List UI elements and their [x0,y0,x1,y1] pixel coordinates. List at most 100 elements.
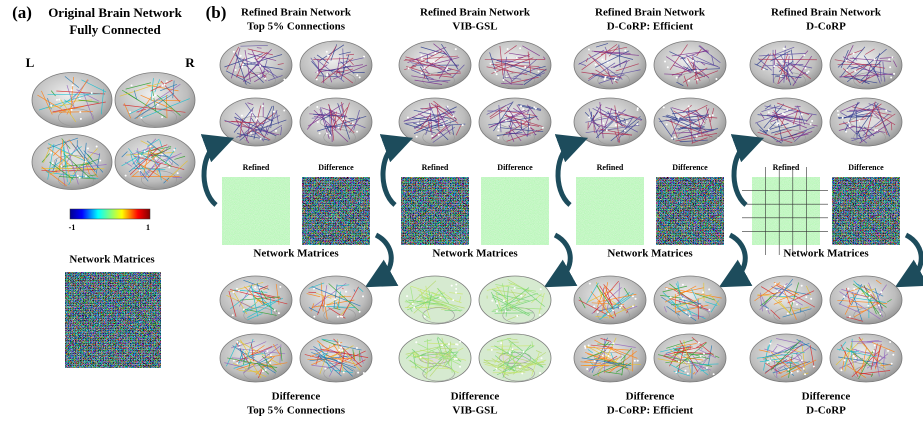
connection [879,61,882,82]
connection [506,106,528,137]
connection [174,155,186,160]
connection [49,161,74,180]
node [459,340,462,343]
connection [838,303,861,314]
connection [247,53,277,61]
connection [664,306,667,313]
connection [311,61,324,76]
connection [659,114,709,122]
connection [341,101,345,113]
connection [233,363,267,378]
connection [52,159,58,172]
connection [618,44,621,68]
node [237,289,240,292]
connection [538,292,545,314]
node [337,359,340,362]
node [840,369,843,372]
connection [510,58,537,83]
connection [772,46,795,56]
connection [858,339,886,369]
node [786,108,789,111]
node [664,60,667,63]
node [129,111,132,114]
node [259,137,262,140]
connection [790,344,798,349]
connection [250,117,265,139]
connection [591,302,625,306]
connection [664,346,702,356]
node [338,342,341,345]
node [848,125,851,128]
connection [759,282,788,311]
node [841,116,844,119]
node [86,147,89,150]
node [307,104,310,107]
connection [340,54,350,80]
connection [764,343,803,374]
connection [245,49,272,78]
brain-lobe [597,129,630,146]
connection [847,305,863,308]
connection [321,338,339,343]
brain-render [653,40,727,90]
brain-render [573,333,647,383]
connection [695,293,716,301]
connection [52,155,69,174]
brain-render [829,40,903,90]
connection [47,93,101,95]
node [259,64,262,67]
connection [596,354,616,363]
connection [777,53,789,84]
column-caption: D-CoRP: Efficient [607,405,694,417]
connection [334,111,337,128]
connection [65,160,72,184]
connection [119,82,162,97]
node [885,109,888,112]
connection [355,123,366,129]
node [495,73,498,76]
connection [321,107,348,117]
node [236,340,239,343]
node [783,113,786,116]
brain-lobe [853,307,886,324]
connection [309,355,353,362]
connection [423,339,432,342]
connection [586,58,589,63]
node [636,359,639,362]
connection [770,339,801,371]
connection [441,43,459,70]
connection [243,345,281,374]
connection [855,130,866,132]
connection [591,122,607,128]
node [803,54,806,57]
connection [598,74,625,84]
connection [95,153,101,174]
node [594,63,597,66]
connection [121,151,128,158]
connection [497,355,512,367]
node [800,284,803,287]
node [342,118,345,121]
node [606,61,609,64]
node [326,73,329,76]
node [232,359,235,362]
connection [353,352,356,361]
connection [312,299,355,308]
node [239,54,242,57]
node [671,137,674,140]
connection [778,278,794,297]
node [342,371,345,374]
brain-render [749,40,823,90]
connection [688,109,700,117]
connection [673,348,710,360]
connection [227,357,278,368]
connection [249,353,264,357]
connection [604,361,629,369]
connection [767,339,772,351]
connection [599,46,628,54]
connection [870,373,874,377]
connection [600,337,612,342]
connection [607,52,634,60]
node [539,288,542,291]
connection [806,285,811,296]
